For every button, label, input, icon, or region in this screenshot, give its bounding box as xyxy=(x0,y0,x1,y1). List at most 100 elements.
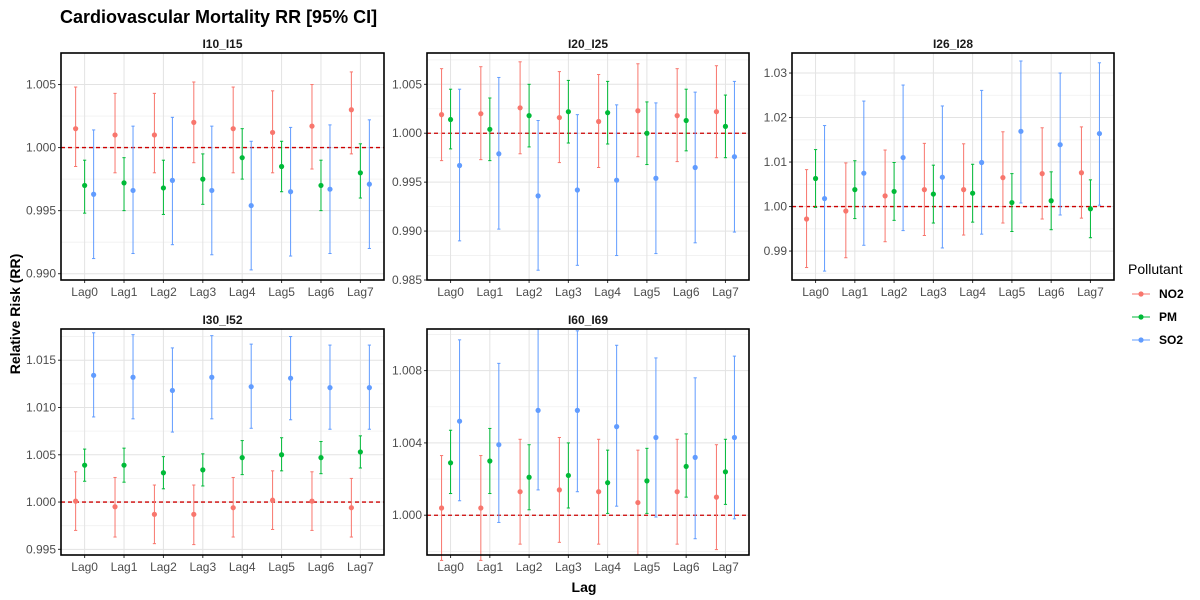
data-point xyxy=(496,151,502,157)
data-point xyxy=(327,385,333,391)
data-point xyxy=(921,187,927,193)
legend-item-no2: NO2 xyxy=(1132,287,1184,301)
x-tick-label: Lag4 xyxy=(594,560,621,574)
x-tick-label: Lag2 xyxy=(150,560,177,574)
x-tick-label: Lag3 xyxy=(920,285,947,299)
panel-title: I10_I15 xyxy=(202,37,242,51)
data-point xyxy=(230,126,236,132)
x-tick-label: Lag6 xyxy=(1038,285,1065,299)
x-tick-label: Lag6 xyxy=(308,560,335,574)
x-tick-label: Lag1 xyxy=(476,560,503,574)
y-tick-label: 0.995 xyxy=(26,204,56,218)
data-point xyxy=(605,110,611,116)
x-tick-label: Lag0 xyxy=(802,285,829,299)
panel-border xyxy=(426,328,750,556)
data-point xyxy=(82,182,88,189)
data-point xyxy=(447,460,454,466)
panel-title: I26_I28 xyxy=(933,37,973,51)
data-point xyxy=(239,455,245,461)
data-point xyxy=(82,462,88,468)
legend-label: SO2 xyxy=(1159,333,1183,347)
data-point xyxy=(278,163,285,170)
panel-i60_i69: I60_I69 1.000 1.004 1.008 Lag0 Lag1 Lag2 Lag3 La… xyxy=(392,313,750,574)
legend-label: PM xyxy=(1159,310,1177,324)
y-tick-label: 1.00 xyxy=(764,200,788,214)
data-point xyxy=(348,505,354,511)
panel-i26_i28: I26_I28 0.99 1.00 1.01 1.02 1.03 Lag0 Lag1 Lag2 L… xyxy=(764,37,1115,299)
data-point xyxy=(121,462,127,468)
series-pm xyxy=(82,435,363,490)
data-point xyxy=(1018,128,1024,134)
y-tick-label: 1.004 xyxy=(392,436,422,450)
data-point xyxy=(574,407,580,413)
y-tick-label: 1.015 xyxy=(26,353,56,367)
series-pm xyxy=(82,128,363,215)
data-point xyxy=(556,114,562,121)
y-tick-label: 1.005 xyxy=(26,78,56,92)
data-point xyxy=(614,424,620,430)
data-point xyxy=(535,193,541,199)
panel-border xyxy=(60,52,385,281)
data-point xyxy=(269,129,276,136)
data-point xyxy=(1096,130,1103,137)
series-so2 xyxy=(821,60,1103,272)
series-so2 xyxy=(456,328,738,540)
data-point xyxy=(517,105,523,111)
x-tick-label: Lag1 xyxy=(476,285,503,299)
data-point xyxy=(674,113,680,119)
data-point xyxy=(366,181,372,187)
y-tick-label: 0.990 xyxy=(392,224,422,238)
data-point xyxy=(478,505,484,511)
data-point xyxy=(73,498,79,504)
data-point xyxy=(713,494,720,500)
data-point xyxy=(357,170,363,176)
data-point xyxy=(248,202,254,209)
data-point xyxy=(731,154,738,160)
data-point xyxy=(803,216,810,222)
data-point xyxy=(1057,142,1063,148)
data-point xyxy=(535,407,541,413)
data-point xyxy=(556,487,562,493)
data-point xyxy=(1048,198,1054,204)
data-point xyxy=(278,452,285,458)
x-tick-label: Lag3 xyxy=(189,285,216,299)
chart-title: Cardiovascular Mortality RR [95% CI] xyxy=(60,7,377,27)
series-no2 xyxy=(73,470,354,546)
data-point xyxy=(692,164,698,171)
y-tick-label: 0.995 xyxy=(392,175,422,189)
data-point xyxy=(683,117,689,124)
x-tick-label: Lag4 xyxy=(229,560,256,574)
data-point xyxy=(674,489,680,495)
data-point xyxy=(939,174,945,180)
series-no2 xyxy=(73,71,354,174)
legend: Pollutant NO2 PM SO2 xyxy=(1128,261,1184,347)
data-point xyxy=(151,511,158,517)
data-point xyxy=(930,191,936,197)
data-point xyxy=(812,175,819,182)
data-point xyxy=(456,418,463,424)
x-tick-label: Lag0 xyxy=(437,560,464,574)
x-tick-label: Lag6 xyxy=(673,560,700,574)
x-tick-label: Lag5 xyxy=(999,285,1026,299)
data-point xyxy=(653,175,659,181)
legend-item-pm: PM xyxy=(1132,310,1177,324)
x-tick-label: Lag2 xyxy=(881,285,908,299)
panel-i30_i52: I30_I52 0.995 1.000 1.005 1.010 1.015 Lag0 Lag1… xyxy=(26,313,385,574)
x-tick-label: Lag3 xyxy=(555,285,582,299)
panels: I10_I15 0.990 0.995 1.000 1.005 Lag0 Lag1 Lag2 L… xyxy=(26,37,1115,574)
data-point xyxy=(112,504,118,510)
data-point xyxy=(1039,171,1045,177)
panel-border xyxy=(60,328,385,556)
y-tick-label: 1.000 xyxy=(26,495,56,509)
series-pm xyxy=(447,427,729,514)
series-so2 xyxy=(91,332,372,433)
data-point xyxy=(318,455,324,461)
x-tick-label: Lag4 xyxy=(959,285,986,299)
data-point xyxy=(644,130,650,136)
data-point xyxy=(160,185,167,191)
y-axis-title: Relative Risk (RR) xyxy=(7,254,23,375)
x-tick-label: Lag5 xyxy=(634,560,661,574)
panel-title: I60_I69 xyxy=(568,313,608,327)
data-point xyxy=(496,442,502,448)
data-point xyxy=(526,113,532,119)
